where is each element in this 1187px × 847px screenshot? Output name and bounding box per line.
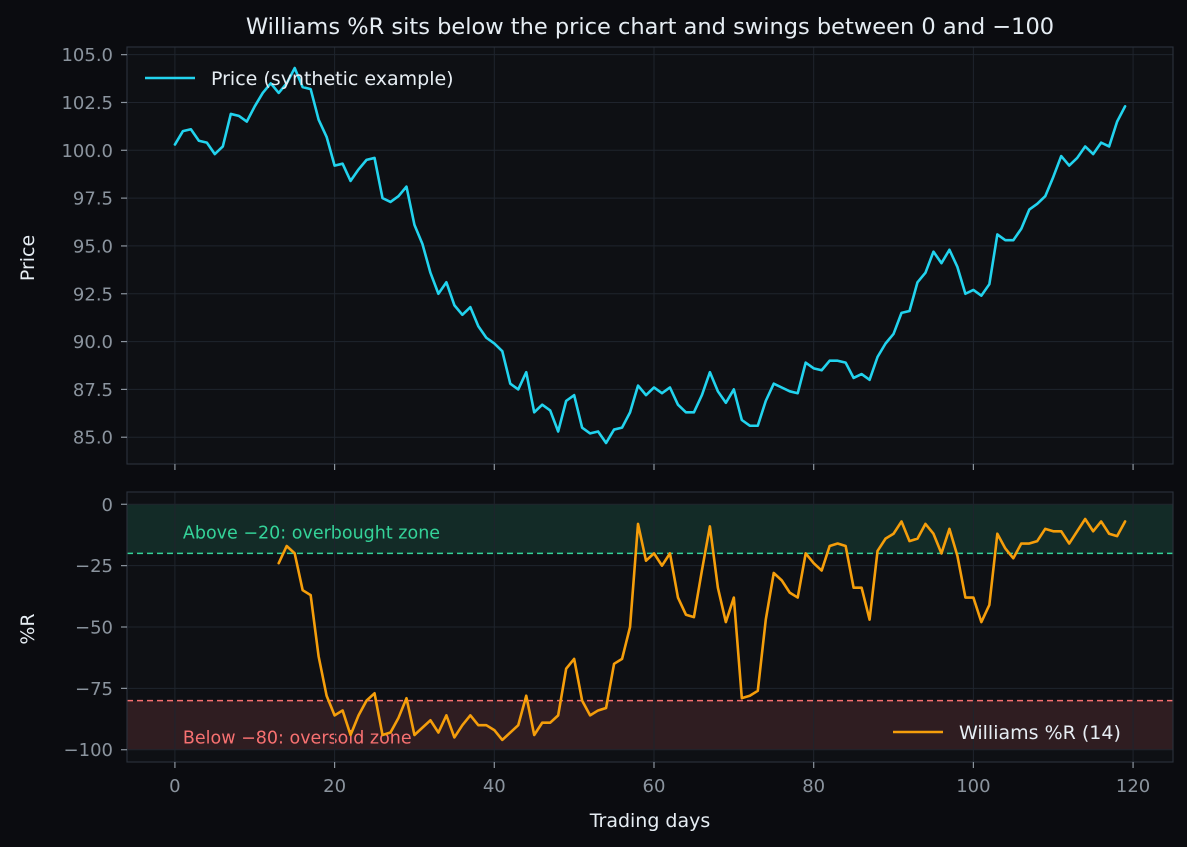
series-line-price-0 [173, 66, 1127, 445]
zone-label-0: Above −20: overbought zone [183, 524, 440, 544]
price-plot-frame [126, 46, 1174, 465]
y-tick-label: 85.0 [73, 428, 113, 449]
zone-band-0 [127, 504, 1173, 554]
y-tick-label: 105.0 [61, 45, 113, 66]
y-tick-label: −75 [75, 679, 113, 700]
y-tick-label: 100.0 [61, 141, 113, 162]
x-tick-label: 100 [956, 776, 990, 797]
y-tick-label: 90.0 [73, 332, 113, 353]
series-line-wr-0 [277, 517, 1127, 742]
legend-label: Williams %R (14) [959, 722, 1121, 744]
williams-r-zones: Above −20: overbought zone Below −80: ove… [127, 504, 1173, 750]
zone-label-1: Below −80: oversold zone [183, 728, 412, 748]
y-tick-label: 97.5 [73, 189, 113, 210]
x-tick-label: 120 [1116, 776, 1150, 797]
legend-label: Price (synthetic example) [211, 68, 454, 90]
price-y-axis-title: Price [17, 235, 39, 281]
williams-r-y-axis-title: %R [17, 613, 39, 644]
price-grid [127, 47, 1173, 464]
y-tick-label: 95.0 [73, 236, 113, 257]
x-tick-label: 0 [169, 776, 180, 797]
y-tick-label: −25 [75, 556, 113, 577]
chart-title: Williams %R sits below the price chart a… [246, 14, 1054, 40]
price-panel: 85.087.590.092.595.097.5100.0102.5105.0 … [17, 45, 1174, 470]
y-tick-label: −50 [75, 618, 113, 639]
y-tick-label: −100 [64, 740, 113, 761]
price-lines [173, 66, 1127, 445]
price-ticks: 85.0 87.5 90.0 92.5 95.0 97.5 100.0 102.5 105.0 [61, 45, 1134, 470]
williams-r-lines [277, 517, 1127, 742]
williams-r-panel: Above −20: overbought zone Below −80: ove… [17, 491, 1174, 832]
y-tick-label: 0 [102, 495, 113, 516]
x-tick-label: 20 [323, 776, 346, 797]
x-axis-title: Trading days [589, 810, 711, 832]
price-plot-area [127, 47, 1173, 464]
x-tick-label: 60 [643, 776, 666, 797]
zone-band-1 [127, 700, 1173, 750]
y-tick-label: 92.5 [73, 284, 113, 305]
x-tick-label: 40 [483, 776, 506, 797]
y-tick-label: 87.5 [73, 380, 113, 401]
williams-r-grid [127, 492, 1173, 762]
williams-r-ticks: 0 20 40 60 80 100 120 0 −25 −50 −75 −100 [64, 495, 1151, 797]
x-tick-label: 80 [802, 776, 825, 797]
y-tick-label: 102.5 [61, 93, 113, 114]
williams-r-legend: Williams %R (14) [893, 722, 1121, 744]
price-legend: Price (synthetic example) [145, 68, 454, 90]
